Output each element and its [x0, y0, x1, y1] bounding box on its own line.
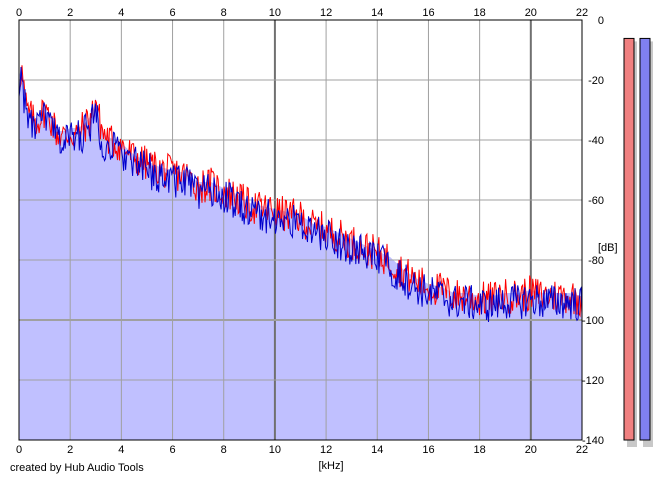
- x-tick-label-bottom: 22: [576, 444, 588, 456]
- x-tick-label-top: 20: [525, 7, 537, 19]
- x-axis-title: [kHz]: [318, 460, 343, 472]
- x-tick-label-top: 4: [118, 7, 124, 19]
- x-tick-label-bottom: 16: [422, 444, 434, 456]
- credit-text: created by Hub Audio Tools: [10, 462, 144, 474]
- y-axis-title: [dB]: [598, 242, 618, 254]
- x-tick-labels-bottom: 0 2 4 6 8 10 12 14 16 18 20 22: [16, 444, 588, 456]
- plot-frame: [18, 19, 583, 441]
- x-tick-label-bottom: 6: [169, 444, 175, 456]
- x-tick-label-bottom: 12: [320, 444, 332, 456]
- y-tick-labels: 0 -20 -40 -60 -80 -100 -120 -140: [582, 15, 604, 447]
- level-meter-bar: [639, 37, 651, 441]
- y-tick-label: -20: [588, 75, 604, 87]
- y-tick-label: -100: [582, 315, 604, 327]
- y-tick-label: 0: [598, 15, 604, 27]
- x-tick-label-top: 14: [371, 7, 383, 19]
- x-tick-label-top: 10: [269, 7, 281, 19]
- x-tick-label-bottom: 10: [269, 444, 281, 456]
- y-tick-label: -120: [582, 375, 604, 387]
- x-tick-label-bottom: 20: [525, 444, 537, 456]
- x-tick-label-top: 18: [474, 7, 486, 19]
- x-tick-label-bottom: 2: [67, 444, 73, 456]
- x-tick-label-top: 12: [320, 7, 332, 19]
- x-tick-label-bottom: 8: [221, 444, 227, 456]
- y-tick-label: -140: [582, 435, 604, 447]
- x-tick-label-top: 22: [576, 7, 588, 19]
- x-tick-label-top: 16: [422, 7, 434, 19]
- series-line-1: [18, 66, 583, 323]
- x-tick-label-top: 8: [221, 7, 227, 19]
- y-tick-label: -80: [588, 255, 604, 267]
- y-tick-label: -60: [588, 195, 604, 207]
- y-tick-label: -40: [588, 135, 604, 147]
- x-tick-label-bottom: 0: [16, 444, 22, 456]
- x-tick-label-top: 2: [67, 7, 73, 19]
- x-tick-labels-top: 0 2 4 6 8 10 12 14 16 18 20 22: [16, 7, 588, 19]
- x-tick-label-bottom: 4: [118, 444, 124, 456]
- x-tick-label-top: 0: [16, 7, 22, 19]
- x-tick-label-bottom: 14: [371, 444, 383, 456]
- level-meters: [623, 37, 653, 448]
- x-tick-label-top: 6: [169, 7, 175, 19]
- series-layer: [18, 65, 583, 323]
- spectrum-area: [19, 65, 582, 440]
- level-meter-bar: [623, 37, 635, 441]
- x-tick-label-bottom: 18: [474, 444, 486, 456]
- spectrum-fill-layer: [19, 65, 582, 440]
